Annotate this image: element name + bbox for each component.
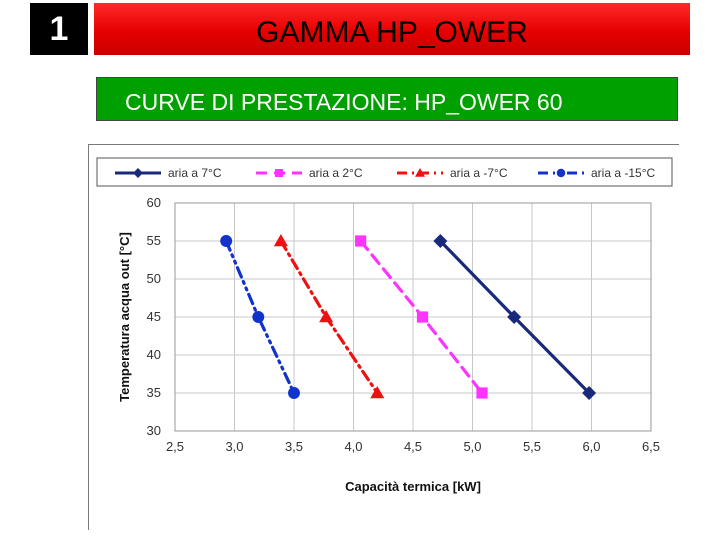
y-tick-label: 55 — [147, 233, 161, 248]
x-tick-label: 3,5 — [285, 439, 303, 454]
x-tick-label: 5,5 — [523, 439, 541, 454]
slide-number: 1 — [30, 3, 88, 55]
data-point — [220, 235, 233, 247]
x-tick-label: 6,0 — [582, 439, 600, 454]
data-point — [476, 387, 488, 399]
plot-area — [174, 202, 652, 432]
data-point — [582, 386, 597, 400]
x-tick-label: 5,0 — [463, 439, 481, 454]
x-tick-label: 4,0 — [344, 439, 362, 454]
x-tick-label: 4,5 — [404, 439, 422, 454]
legend-label: aria a 7°C — [168, 166, 222, 180]
x-tick-label: 6,5 — [642, 439, 660, 454]
legend-label: aria a 2°C — [309, 166, 363, 180]
y-axis-label: Temperatura acqua out [°C] — [117, 232, 132, 402]
data-point — [370, 386, 385, 399]
slide-title: GAMMA HP_OWER — [94, 3, 690, 55]
data-point — [288, 387, 300, 399]
data-point — [355, 235, 367, 247]
performance-chart: 2,5 3,0 3,5 4,0 4,5 5,0 5,5 6,0 6,5 30 35 40 45 50 55 6… — [96, 157, 673, 494]
data-point — [273, 234, 288, 247]
y-tick-label: 45 — [147, 309, 161, 324]
y-tick-label: 60 — [147, 195, 161, 210]
y-tick-label: 50 — [147, 271, 161, 286]
legend-marker — [415, 168, 425, 177]
y-tick-label: 40 — [147, 347, 161, 362]
slide-subtitle: CURVE DI PRESTAZIONE: HP_OWER 60 — [96, 77, 678, 121]
data-point — [252, 311, 265, 323]
data-point — [319, 310, 334, 323]
y-tick-label: 30 — [147, 423, 161, 438]
x-tick-label: 2,5 — [166, 439, 184, 454]
legend-label: aria a -7°C — [450, 166, 508, 180]
legend-marker — [275, 169, 283, 177]
x-tick-label: 3,0 — [225, 439, 243, 454]
data-point — [507, 310, 522, 324]
legend-marker — [556, 168, 566, 178]
data-point — [433, 234, 448, 248]
legend-label: aria a -15°C — [591, 166, 655, 180]
data-point — [416, 311, 429, 323]
y-tick-label: 35 — [147, 385, 161, 400]
chart-frame: 2,5 3,0 3,5 4,0 4,5 5,0 5,5 6,0 6,5 30 35 40 45 50 55 6… — [88, 144, 679, 530]
legend-marker — [133, 168, 143, 178]
x-axis-label: Capacità termica [kW] — [345, 479, 481, 494]
